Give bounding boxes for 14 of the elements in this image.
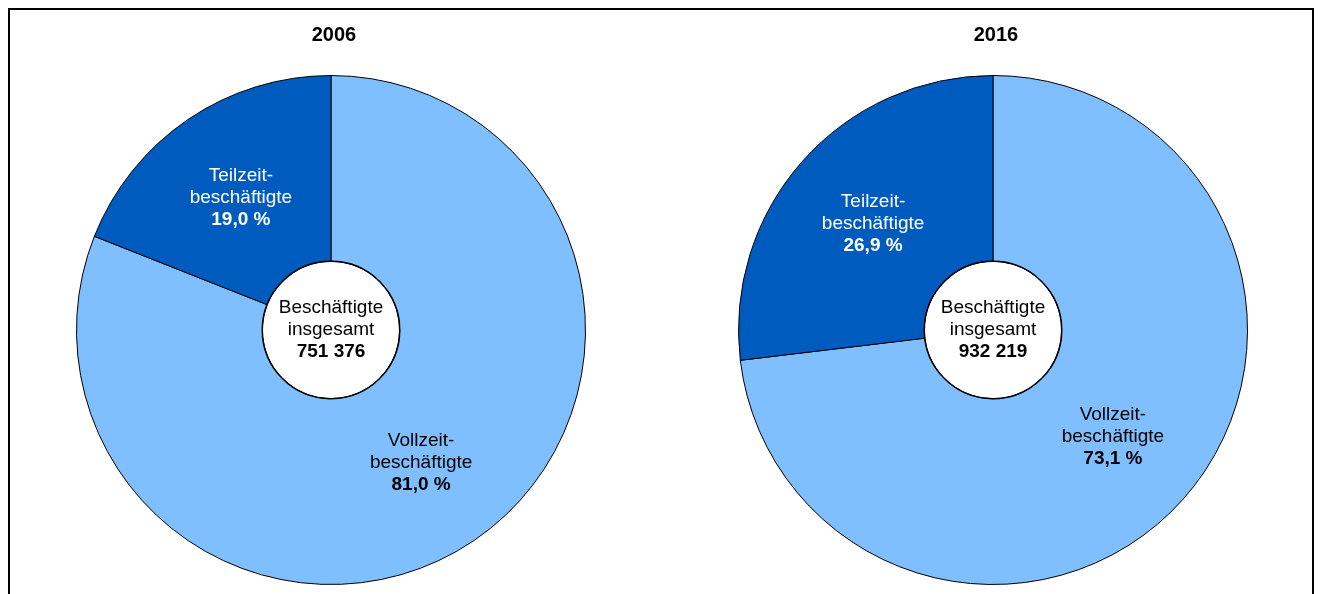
text: Beschäftigte insgesamt (940, 296, 1046, 340)
slice-label: Teilzeit- beschäftigte (189, 163, 293, 207)
text: 932 219 (958, 340, 1028, 362)
text: Beschäftigte insgesamt (278, 296, 384, 340)
data-label: 26,9 % (843, 233, 903, 255)
data-label: 73,1 % (1083, 446, 1143, 468)
chart-title: 2006 (311, 22, 357, 45)
slice-label: Teilzeit- beschäftigte (821, 189, 925, 233)
data-label: 81,0 % (391, 472, 451, 494)
data-label: 19,0 % (211, 207, 271, 229)
slice-label: Vollzeit- beschäftigte (1061, 402, 1165, 446)
chart-title: 2016 (973, 22, 1019, 45)
text: 751 376 (296, 340, 366, 362)
slice-label: Vollzeit- beschäftigte (369, 428, 473, 472)
